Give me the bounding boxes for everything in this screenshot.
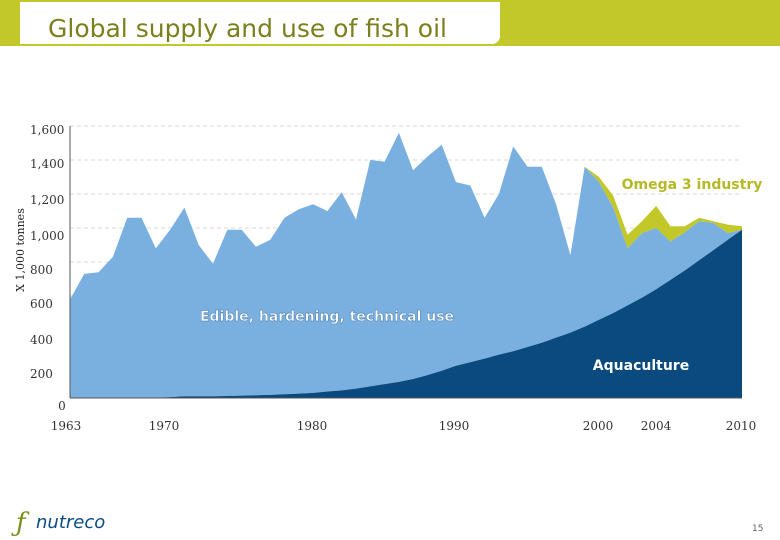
y-tick-label-1200: 1,200 bbox=[30, 193, 64, 207]
nutreco-leaf-icon: ƒ bbox=[16, 508, 26, 538]
y-axis-label: X 1,000 tonnes bbox=[14, 208, 27, 292]
area-edible-hardening-technical bbox=[70, 132, 742, 399]
y-tick-label-200: 200 bbox=[30, 367, 53, 381]
x-tick-label-1963: 1963 bbox=[51, 419, 82, 433]
x-tick-label-1980: 1980 bbox=[297, 419, 328, 433]
y-tick-label-800: 800 bbox=[30, 263, 53, 277]
x-tick-label-1990: 1990 bbox=[439, 419, 470, 433]
y-tick-label-1400: 1,400 bbox=[30, 157, 64, 171]
x-tick-label-1970: 1970 bbox=[149, 419, 180, 433]
annotation-omega3-industry: Omega 3 industry bbox=[622, 177, 763, 193]
x-tick-label-2010: 2010 bbox=[726, 419, 757, 433]
nutreco-logo: ƒ nutreco bbox=[14, 508, 154, 540]
y-tick-label-1600: 1,600 bbox=[30, 123, 64, 137]
x-tick-label-2000: 2000 bbox=[583, 419, 614, 433]
y-tick-label-1000: 1,000 bbox=[30, 229, 64, 243]
annotation-edible-hardening-technical: Edible, hardening, technical use bbox=[200, 309, 454, 325]
x-tick-label-2004: 2004 bbox=[641, 419, 672, 433]
annotation-aquaculture: Aquaculture bbox=[593, 358, 689, 374]
y-tick-label-0: 0 bbox=[58, 399, 66, 413]
area-aquaculture bbox=[70, 229, 742, 398]
slide-title: Global supply and use of fish oil bbox=[48, 14, 447, 43]
page-number: 15 bbox=[752, 524, 764, 534]
y-tick-label-400: 400 bbox=[30, 333, 53, 347]
logo-text: nutreco bbox=[36, 512, 106, 533]
y-tick-label-600: 600 bbox=[30, 297, 53, 311]
title-box: Global supply and use of fish oil bbox=[20, 2, 500, 44]
